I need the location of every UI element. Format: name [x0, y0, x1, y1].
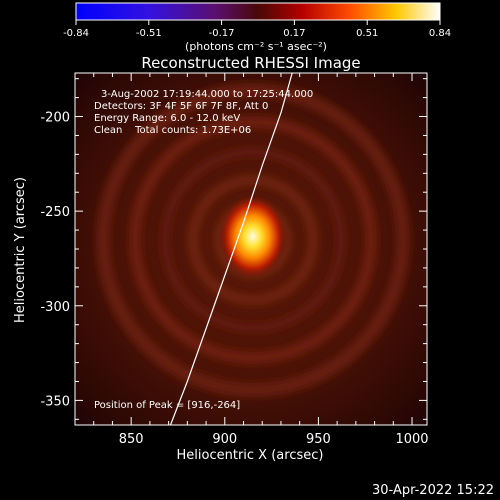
colorbar-unit-label: (photons cm⁻² s⁻¹ asec⁻²) [185, 40, 327, 53]
x-tick-label: 850 [119, 432, 144, 447]
annotation-counts: Clean Total counts: 1.73E+06 [94, 125, 251, 136]
y-tick-label: -300 [40, 300, 70, 315]
colorbar-tick-label: -0.84 [63, 28, 89, 39]
chart-title: Reconstructed RHESSI Image [141, 54, 360, 72]
y-tick-label: -350 [40, 394, 70, 409]
peak-source [218, 194, 287, 279]
colorbar-tick-label: 0.84 [429, 28, 451, 39]
peak-position-label: Position of Peak = [916,-264] [94, 400, 240, 411]
annotation-time-range: 3-Aug-2002 17:19:44.000 to 17:25:44.000 [101, 89, 313, 100]
solar-limb-curve [169, 73, 293, 425]
timestamp: 30-Apr-2022 15:22 [372, 483, 494, 498]
y-tick-label: -200 [40, 111, 70, 126]
annotation-energy-range: Energy Range: 6.0 - 12.0 keV [94, 113, 240, 124]
x-tick-label: 900 [212, 432, 237, 447]
colorbar-tick-label: 0.51 [356, 28, 378, 39]
colorbar-tick-label: -0.51 [136, 28, 162, 39]
colorbar [75, 2, 441, 21]
colorbar-tick-label: 0.17 [283, 28, 305, 39]
axis-ticks [75, 73, 427, 425]
annotation-detectors: Detectors: 3F 4F 5F 6F 7F 8F, Att 0 [94, 101, 268, 112]
axis-tick-labels: 850 900 950 1000 -200 -250 -300 -350 [40, 111, 428, 447]
x-tick-label: 950 [306, 432, 331, 447]
x-tick-label: 1000 [395, 432, 428, 447]
y-axis-label: Heliocentric Y (arcsec) [13, 177, 28, 323]
colorbar-tick-label: -0.17 [209, 28, 235, 39]
x-axis-label: Heliocentric X (arcsec) [177, 448, 324, 463]
y-tick-label: -250 [40, 205, 70, 220]
heatmap-image [75, 73, 427, 425]
colorbar-ticks: -0.84 -0.51 -0.17 0.17 0.51 0.84 [63, 20, 451, 39]
